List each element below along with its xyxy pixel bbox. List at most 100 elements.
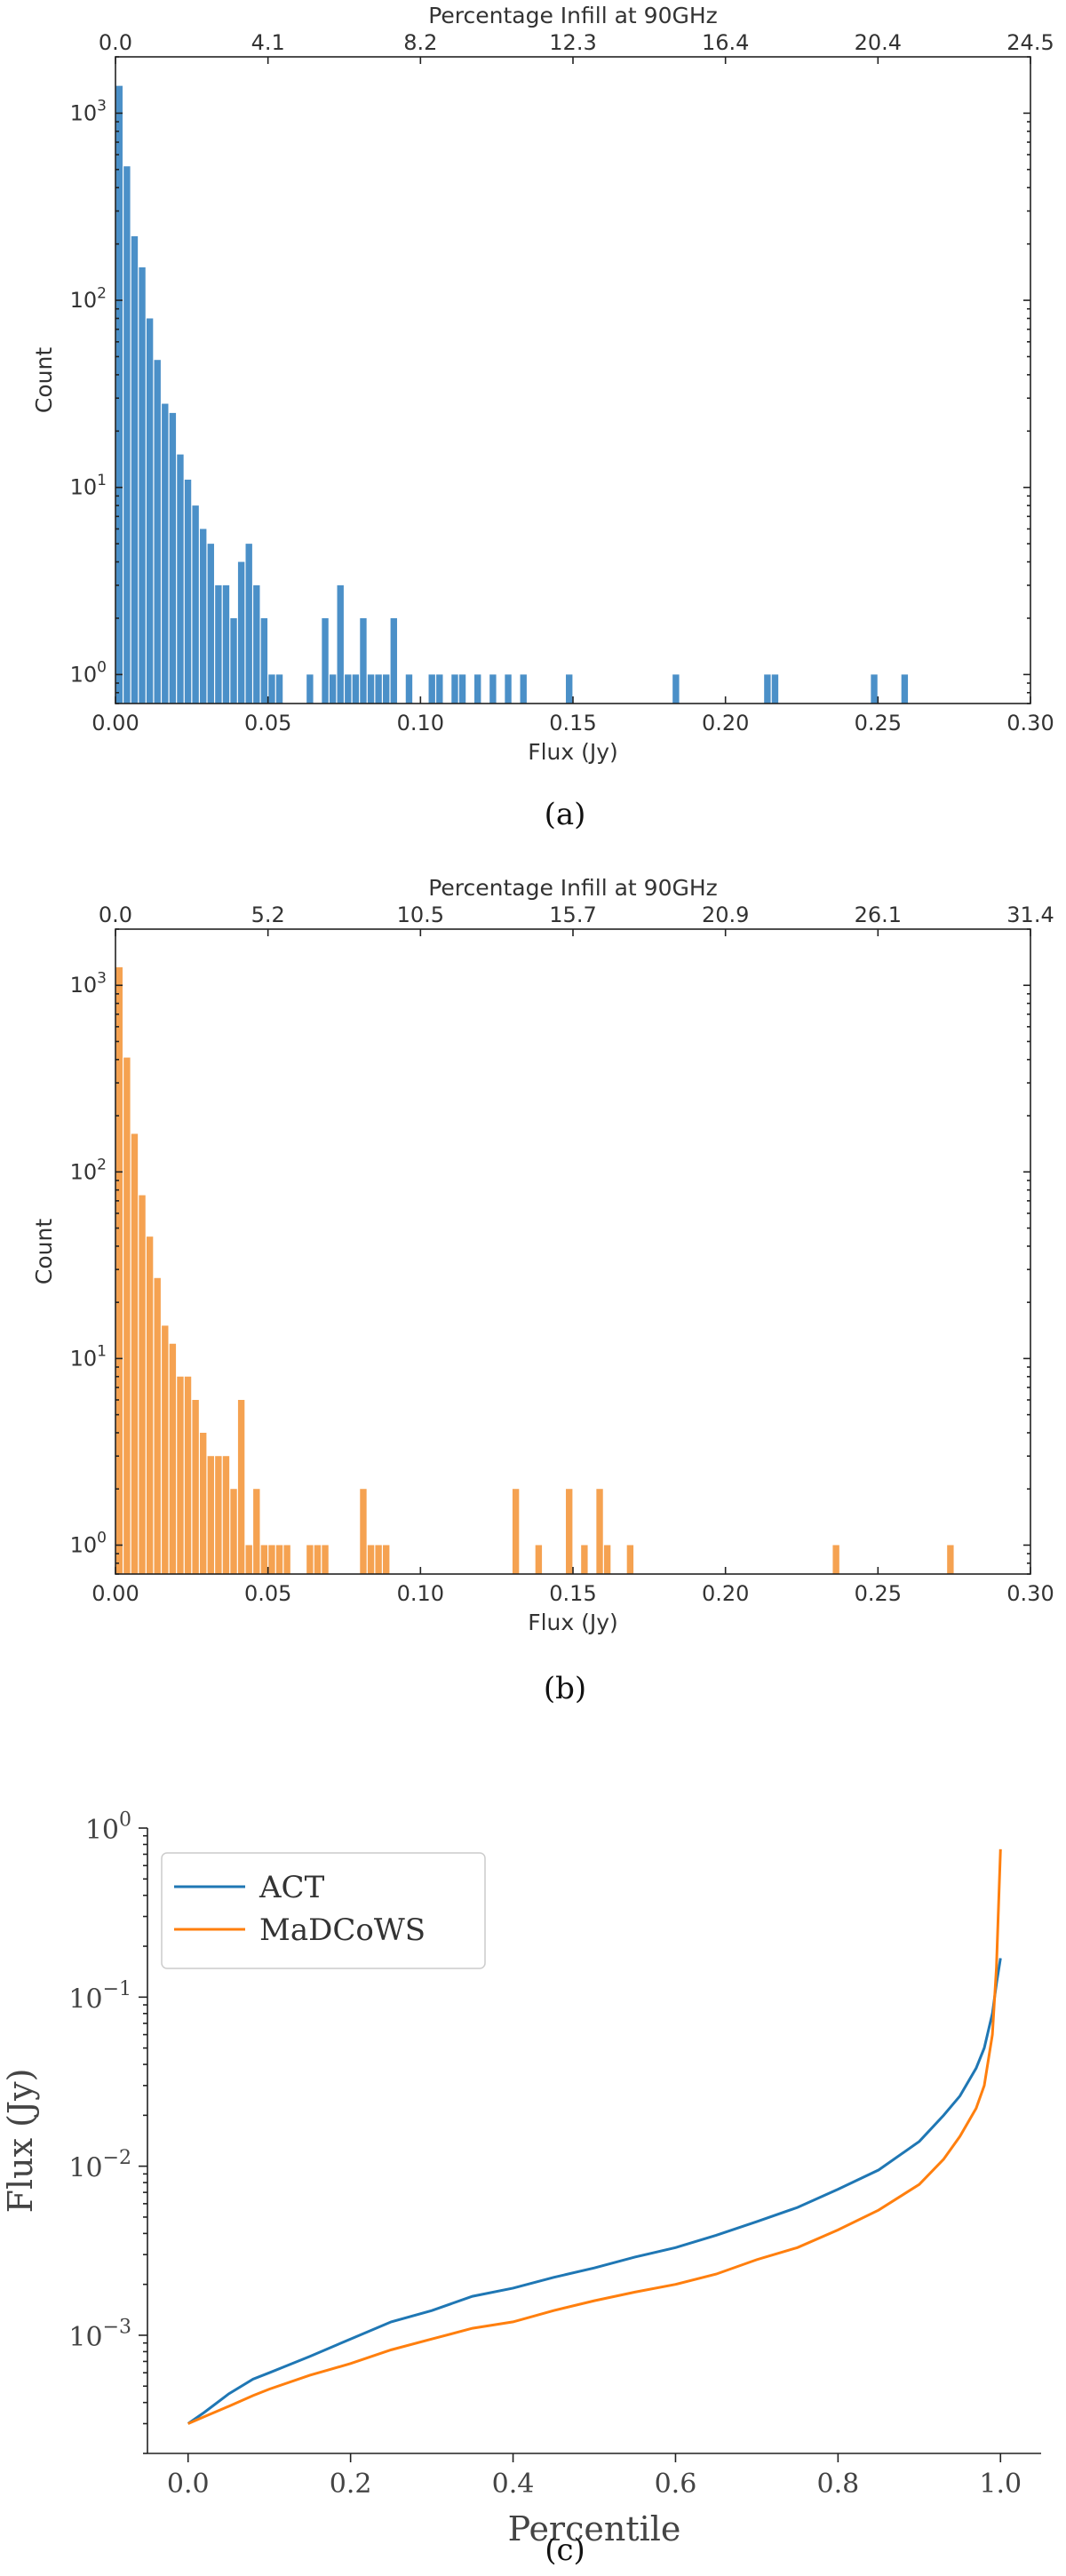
x-tick-label: 0.05 [244, 1581, 291, 1606]
histogram-panel-a: 0.00 0.0 0.05 4.1 0.10 8.2 0.15 12.3 0.20 16.4 0.2… [31, 3, 1054, 832]
x-tick-label: 0.30 [1006, 711, 1054, 735]
x-tick-label: 0.15 [549, 711, 596, 735]
histogram-bar [123, 166, 131, 704]
top-x-tick-label: 12.3 [549, 30, 596, 55]
y-axis-label: Count [31, 1219, 57, 1284]
top-x-tick-label: 0.0 [99, 30, 132, 55]
histogram-bar [139, 266, 146, 704]
histogram-panel-b: 0.00 0.0 0.05 5.2 0.10 10.5 0.15 15.7 0.20 20.9 0.… [31, 875, 1054, 1706]
series-line-madcows [187, 1849, 1002, 2425]
histogram-bar [505, 674, 512, 704]
histogram-bar [489, 674, 497, 704]
histogram-bar [306, 1545, 314, 1574]
top-x-axis-label: Percentage Infill at 90GHz [428, 875, 718, 901]
legend: ACT MaDCoWS [161, 1852, 486, 1969]
histogram-bar [771, 674, 779, 704]
histogram-bar [283, 1545, 290, 1574]
y-tick-label: 102 [70, 1157, 107, 1185]
histogram-bar [764, 674, 771, 704]
histogram-bar [436, 674, 443, 704]
histogram-bar [947, 1545, 954, 1574]
histogram-bar [200, 1432, 207, 1574]
histogram-bar [474, 674, 481, 704]
top-x-tick-label: 20.4 [855, 30, 902, 55]
histogram-bar [268, 1545, 275, 1574]
histogram-bar [139, 1195, 146, 1574]
histogram-bar [275, 674, 283, 704]
histogram-bar [131, 235, 139, 704]
histogram-bar [184, 479, 192, 704]
histogram-bar [360, 617, 367, 704]
histogram-bar [375, 1545, 382, 1574]
top-x-axis-label: Percentage Infill at 90GHz [428, 3, 718, 28]
x-tick-label: 0.05 [244, 711, 291, 735]
histogram-bar [230, 617, 237, 704]
histogram-bar [871, 674, 878, 704]
histogram-bar [253, 584, 260, 704]
histogram-bar [237, 561, 245, 704]
histogram-bar [383, 674, 390, 704]
y-axis-label: Flux (Jy) [1, 2069, 40, 2214]
histogram-bar [222, 1456, 230, 1574]
histogram-bar [207, 544, 214, 704]
histogram-bar [337, 584, 344, 704]
histogram-bar [329, 674, 337, 704]
histogram-bar [322, 617, 329, 704]
x-tick-label: 0.2 [330, 2469, 372, 2500]
histogram-bar [901, 674, 909, 704]
panel-caption: (b) [544, 1671, 586, 1706]
histogram-bar [451, 674, 458, 704]
top-x-tick-label: 31.4 [1006, 902, 1054, 927]
top-x-tick-label: 10.5 [397, 902, 444, 927]
y-tick-label: 103 [70, 969, 107, 998]
x-axis-label: Percentile [508, 2509, 681, 2548]
y-tick-label: 10−2 [68, 2147, 131, 2183]
series-line-act [187, 1958, 1002, 2425]
histogram-bar [192, 505, 199, 704]
histogram-bar [314, 1545, 322, 1574]
histogram-bar [162, 403, 169, 704]
histogram-bar [237, 1399, 245, 1574]
x-tick-label: 0.00 [91, 711, 139, 735]
x-tick-label: 0.10 [397, 711, 444, 735]
legend-label-madcows: MaDCoWS [259, 1912, 426, 1948]
histogram-bar [581, 1545, 588, 1574]
histogram-bar [626, 1545, 634, 1574]
histogram-bar [115, 85, 123, 704]
histogram-bar [184, 1376, 192, 1574]
x-tick-label: 0.8 [817, 2469, 860, 2500]
histogram-bar [162, 1325, 169, 1574]
y-tick-label: 100 [70, 1530, 107, 1558]
x-tick-label: 0.4 [492, 2469, 535, 2500]
histogram-bar [428, 674, 435, 704]
histogram-bar [360, 1489, 367, 1574]
histogram-bar [367, 674, 375, 704]
histogram-bar [177, 1376, 184, 1574]
histogram-bar [596, 1489, 603, 1574]
histogram-bar [245, 1545, 252, 1574]
histogram-bar [215, 1456, 222, 1574]
top-x-tick-label: 26.1 [855, 902, 902, 927]
x-tick-label: 0.30 [1006, 1581, 1054, 1606]
legend-label-act: ACT [259, 1870, 325, 1905]
y-axis-label: Count [31, 347, 57, 413]
histogram-bar [169, 412, 177, 704]
histogram-bar [215, 584, 222, 704]
top-x-tick-label: 24.5 [1006, 30, 1054, 55]
histogram-bar [383, 1545, 390, 1574]
histogram-bar [245, 544, 252, 704]
panel-caption: (c) [545, 2532, 585, 2568]
y-tick-label: 101 [70, 472, 107, 500]
histogram-bar [603, 1545, 611, 1574]
top-x-tick-label: 0.0 [99, 902, 132, 927]
histogram-bar [154, 360, 161, 704]
top-x-tick-label: 4.1 [251, 30, 285, 55]
histogram-bar [520, 674, 527, 704]
histogram-bar [672, 674, 680, 704]
histogram-bar [123, 1057, 131, 1574]
x-tick-label: 0.20 [702, 711, 749, 735]
histogram-bar [260, 1545, 268, 1574]
y-tick-label: 100 [85, 1809, 131, 1846]
y-tick-label: 100 [70, 659, 107, 688]
